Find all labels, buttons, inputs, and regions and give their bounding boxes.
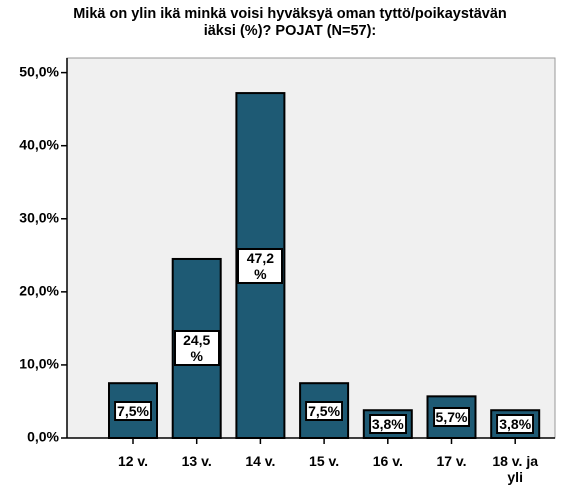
x-tick-label: 18 v. ja yli (492, 453, 539, 485)
plot-area (66, 57, 556, 439)
x-tick-label: 17 v. (436, 453, 467, 469)
value-label: 7,5% (305, 400, 344, 421)
x-tick-label: 12 v. (117, 453, 149, 469)
y-tick-label: 30,0% (19, 209, 59, 225)
y-tick-label: 20,0% (19, 283, 59, 299)
value-label: 3,8% (368, 414, 407, 435)
value-label: 7,5% (114, 400, 152, 421)
x-tick-label: 15 v. (309, 453, 340, 469)
value-label: 3,8% (496, 414, 535, 435)
y-tick-label: 10,0% (19, 356, 59, 372)
y-tick-label: 50,0% (19, 63, 59, 79)
x-tick-label: 13 v. (181, 453, 212, 469)
value-label: 47,2 % (237, 247, 284, 284)
value-label: 5,7% (432, 407, 471, 428)
x-tick-label: 16 v. (372, 453, 403, 469)
chart-title: Mikä on ylin ikä minkä voisi hyväksyä om… (73, 6, 507, 39)
value-label: 24,5 % (173, 330, 220, 367)
y-tick-label: 40,0% (19, 136, 59, 152)
x-tick-label: 14 v. (245, 453, 276, 469)
y-tick-label: 0,0% (27, 429, 59, 445)
